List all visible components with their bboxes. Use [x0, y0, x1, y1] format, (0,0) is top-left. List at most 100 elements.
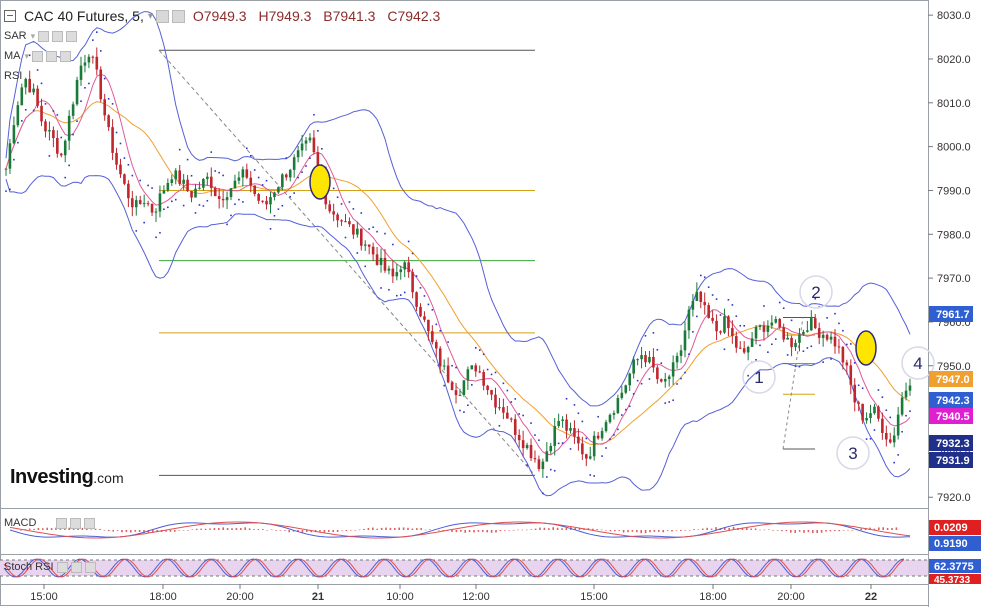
candle-body: [67, 115, 71, 141]
sar-dot: [782, 307, 785, 310]
candle-body: [738, 347, 742, 349]
macd-histogram-bar: [165, 530, 167, 532]
macd-histogram-bar: [138, 530, 141, 533]
settings-icon[interactable]: [70, 517, 82, 529]
candle-body: [300, 143, 304, 151]
sar-dot: [518, 413, 520, 415]
sar-dot: [60, 136, 63, 139]
candle-body: [612, 413, 616, 415]
candle-body: [48, 130, 51, 132]
candle-body: [166, 182, 170, 191]
sar-dot: [380, 287, 382, 289]
sar-dot: [364, 265, 367, 268]
candle-body: [821, 334, 825, 338]
settings-icon[interactable]: [46, 50, 58, 62]
macd-histogram-bar: [345, 530, 348, 531]
sar-dot: [95, 31, 98, 33]
sar-dot: [84, 86, 86, 89]
macd-histogram-bar: [552, 527, 554, 530]
sar-dot: [52, 110, 55, 112]
macd-histogram-bar: [666, 530, 669, 531]
settings-icon[interactable]: [70, 561, 82, 573]
eye-icon[interactable]: [56, 561, 68, 573]
candle-body: [150, 203, 154, 213]
chevron-down-icon[interactable]: ▾: [24, 50, 30, 61]
macd-histogram-bar: [99, 528, 101, 530]
indicator-stoch-rsi[interactable]: Stoch RSI: [4, 561, 96, 573]
indicator-ma[interactable]: MA ▾: [4, 50, 72, 62]
macd-histogram-bar: [341, 530, 343, 531]
candle-body: [687, 309, 691, 331]
candle-body: [553, 426, 557, 446]
sar-dot: [771, 343, 773, 346]
candle-body: [656, 367, 659, 380]
candle-body: [533, 458, 537, 460]
close-icon[interactable]: [84, 561, 96, 573]
candle-body: [340, 220, 343, 222]
candle-body: [83, 62, 87, 66]
settings-icon[interactable]: [155, 9, 169, 23]
candle-body: [178, 170, 181, 184]
sar-dot: [522, 414, 524, 417]
macd-histogram-bar: [539, 527, 541, 530]
chevron-down-icon[interactable]: ▾: [147, 10, 153, 22]
candle-body: [379, 257, 383, 265]
settings-icon[interactable]: [171, 9, 185, 23]
sar-dot: [826, 317, 828, 319]
candle-body: [273, 192, 276, 198]
sar-dot: [103, 77, 106, 80]
sar-dot: [455, 366, 457, 369]
candle-body: [442, 365, 446, 367]
macd-histogram-bar: [42, 528, 44, 530]
candle-body: [766, 325, 770, 332]
symbol-title[interactable]: CAC 40 Futures, 5,: [24, 8, 144, 24]
indicator-macd[interactable]: MACD: [4, 517, 96, 529]
sar-dot: [849, 343, 852, 345]
macd-histogram-bar: [882, 527, 884, 530]
price-tag: [929, 435, 973, 451]
candle-body: [174, 170, 178, 180]
close-icon[interactable]: [84, 517, 96, 529]
candle-body: [620, 392, 624, 398]
macd-histogram-bar: [512, 530, 515, 531]
eye-icon[interactable]: [38, 30, 50, 42]
candle-body: [450, 382, 454, 391]
sar-dot: [881, 396, 884, 399]
collapse-icon[interactable]: [4, 10, 16, 22]
macd-histogram-bar: [644, 530, 647, 534]
macd-signal-line: [9, 521, 911, 539]
sar-dot: [652, 332, 655, 334]
candle-body: [332, 211, 335, 215]
macd-histogram-bar: [614, 530, 616, 532]
chevron-down-icon[interactable]: ▾: [30, 30, 36, 41]
macd-histogram-bar: [816, 530, 818, 534]
price-tag-label: 7942.3: [936, 395, 970, 407]
settings-icon[interactable]: [52, 30, 64, 42]
eye-icon[interactable]: [32, 50, 44, 62]
macd-histogram-bar: [504, 530, 506, 531]
candle-body: [352, 224, 355, 235]
candle-body: [644, 355, 647, 363]
candle-body: [20, 87, 24, 106]
candle-body: [691, 301, 695, 310]
sar-dot: [170, 200, 173, 203]
candle-body: [395, 272, 399, 277]
indicator-rsi[interactable]: RSI: [4, 70, 22, 82]
sar-dot: [546, 476, 548, 478]
eye-icon[interactable]: [56, 517, 68, 529]
close-icon[interactable]: [60, 50, 72, 62]
macd-histogram-bar: [794, 530, 796, 533]
sar-dot: [909, 410, 911, 412]
annotation-circle: [901, 346, 935, 380]
stoch-tag: [929, 574, 981, 584]
macd-histogram-bar: [851, 530, 854, 531]
sar-dot: [474, 347, 477, 349]
close-icon[interactable]: [66, 30, 78, 42]
sar-dot: [48, 155, 51, 157]
indicator-sar[interactable]: SAR ▾: [4, 30, 78, 42]
macd-histogram-bar: [715, 527, 717, 530]
candle-body: [24, 78, 28, 88]
candle-body: [506, 412, 509, 419]
